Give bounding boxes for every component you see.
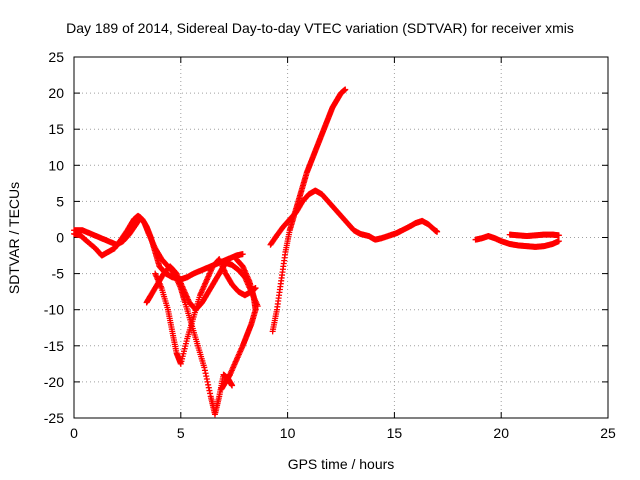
series-arc-5 [218, 256, 259, 393]
data-point [239, 251, 246, 258]
y-tick-label: -5 [52, 266, 65, 282]
data-points [71, 86, 562, 418]
x-tick-label: 5 [177, 425, 185, 441]
y-tick-label: -15 [44, 338, 64, 354]
y-tick-label: 5 [56, 193, 64, 209]
data-point [434, 228, 441, 235]
grid-lines [74, 57, 608, 418]
x-tick-label: 0 [70, 425, 78, 441]
data-point [342, 86, 349, 93]
x-tick-label: 25 [600, 425, 616, 441]
axis-ticks: 0 5 10 15 20 25 -25 -20 -15 -10 -5 0 5 10 15 20 25 [44, 49, 616, 441]
chart-title: Day 189 of 2014, Sidereal Day-to-day VTE… [66, 20, 574, 36]
x-tick-label: 20 [493, 425, 509, 441]
series-arc-8 [472, 233, 562, 250]
y-tick-label: 25 [48, 49, 64, 65]
series-arc-9 [506, 231, 562, 240]
data-point [218, 386, 225, 393]
y-tick-label: -25 [44, 410, 64, 426]
x-tick-label: 15 [387, 425, 403, 441]
series-arc-7 [267, 187, 441, 248]
series-arc-2 [71, 214, 236, 418]
y-tick-label: 10 [48, 157, 64, 173]
y-tick-label: -10 [44, 302, 64, 318]
x-axis-label: GPS time / hours [287, 456, 395, 472]
y-tick-label: 15 [48, 121, 64, 137]
series-arc-6 [269, 86, 349, 335]
data-point [555, 232, 562, 239]
y-tick-label: 0 [56, 230, 64, 246]
y-tick-label: 20 [48, 85, 64, 101]
x-tick-label: 10 [280, 425, 296, 441]
data-point [555, 238, 562, 245]
data-point [229, 382, 236, 389]
y-tick-label: -20 [44, 374, 64, 390]
